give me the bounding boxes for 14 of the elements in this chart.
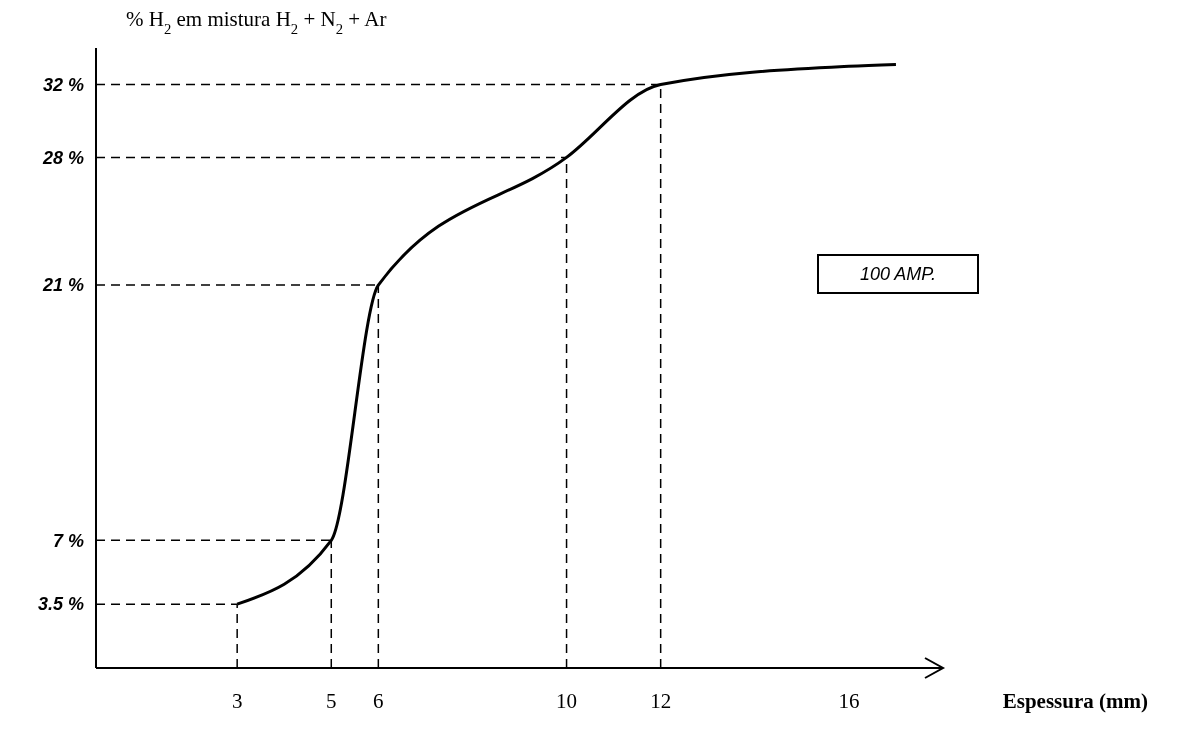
x-tick-label: 16: [838, 689, 860, 713]
y-tick-label: 21 %: [41, 275, 84, 296]
y-tick-label: 28 %: [41, 147, 84, 168]
y-axis-title: % H$_{2}$ em mistura H$_{2}$ + N$_{2}$ + Ar: [126, 7, 387, 37]
x-axis-title: Espessura (mm): [1002, 689, 1148, 713]
x-tick-label: 3: [231, 689, 243, 713]
y-tick-label: 32 %: [42, 74, 84, 95]
x-tick-label: 5: [326, 689, 337, 713]
x-tick-label: 12: [650, 689, 672, 713]
annotation: 100 AMP.: [859, 264, 937, 285]
y-tick-label: 7 %: [52, 530, 84, 551]
x-tick-label: 10: [556, 689, 578, 713]
y-tick-label: 3.5 %: [37, 594, 84, 615]
x-tick-label: 6: [373, 689, 384, 713]
